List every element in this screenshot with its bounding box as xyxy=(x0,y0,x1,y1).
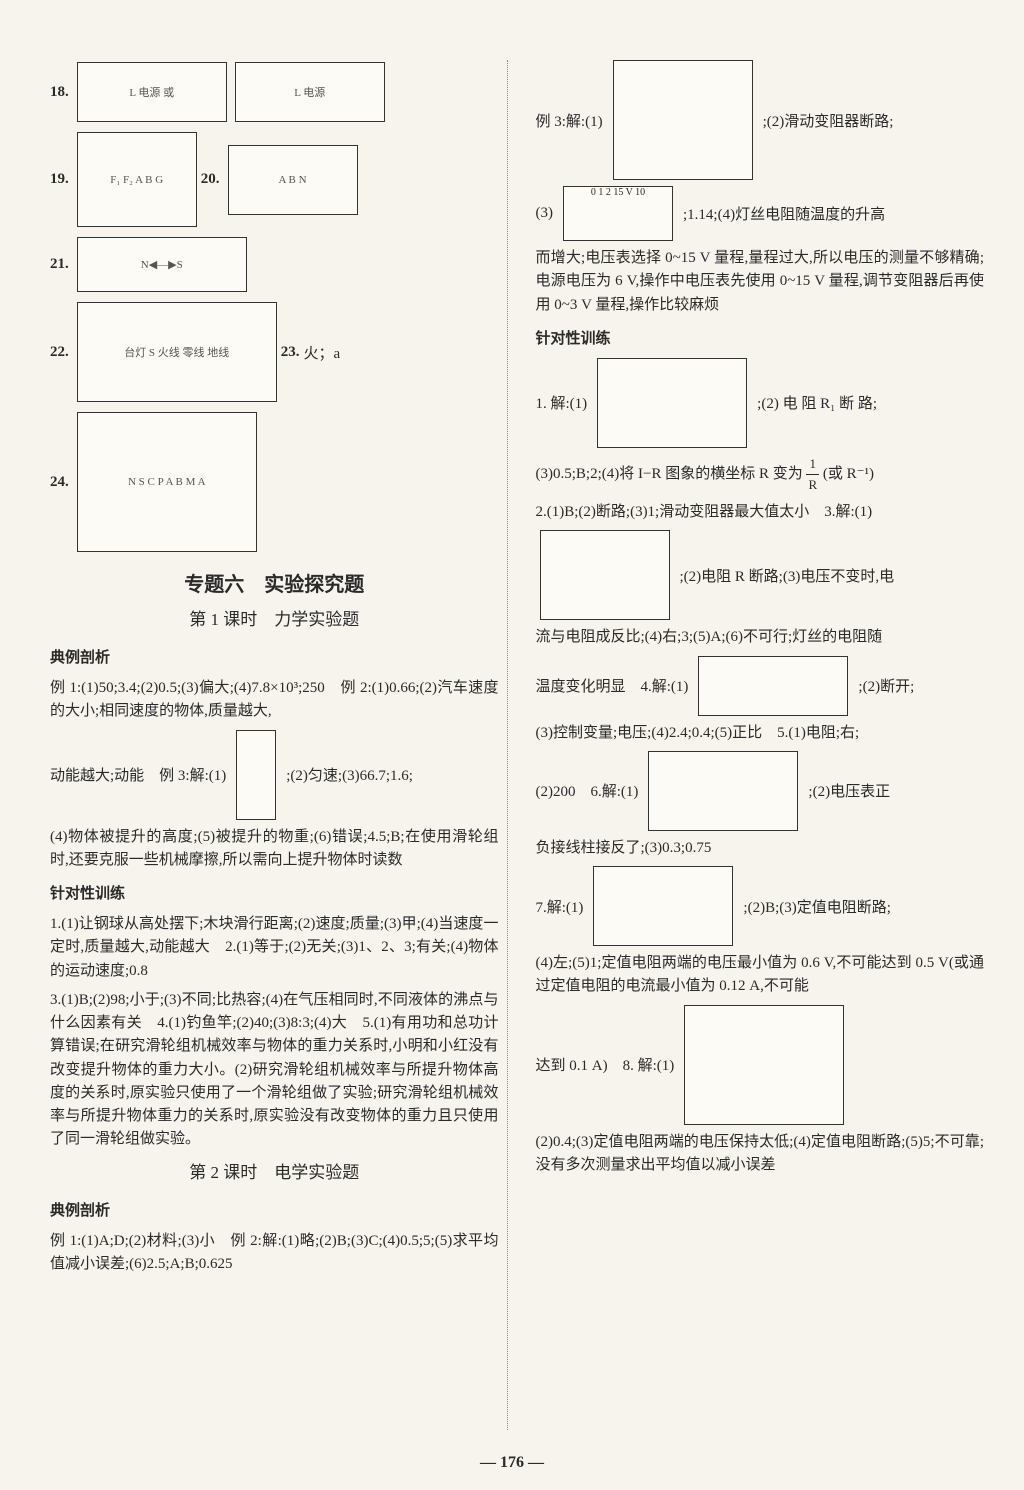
fig-20: A B N xyxy=(228,145,358,215)
fig-22-23-row: 22. 台灯 S 火线 零线 地线 23. 火；a xyxy=(50,300,499,404)
heading-zhen-2: 针对性训练 xyxy=(536,327,985,348)
right-q7-fig xyxy=(593,866,733,946)
right-ex3-post: ;(2)滑动变阻器断路; xyxy=(763,110,894,131)
heading-dianli-1: 典例剖析 xyxy=(50,646,499,667)
right-ex3b-post: ;1.14;(4)灯丝电阻随温度的升高 xyxy=(683,203,885,224)
right-column: 例 3:解:(1) ;(2)滑动变阻器断路; (3) 0 1 2 15 V 10… xyxy=(528,60,985,1430)
fig-23-text: 火；a xyxy=(304,342,341,363)
fig-21: N◀—▶S xyxy=(77,237,247,292)
right-ex3c: 而增大;电压表选择 0~15 V 量程,量程过大,所以电压的测量不够精确;电源电… xyxy=(536,247,985,317)
right-q7-pre: 7.解:(1) xyxy=(536,896,584,917)
right-q6: (2)200 6.解:(1) ;(2)电压表正 xyxy=(536,751,985,831)
fig-23-label: 23. xyxy=(281,344,300,361)
right-q3-post: ;(2)电阻 R 断路;(3)电压不变时,电 xyxy=(680,565,895,586)
right-q8: 达到 0.1 A) 8. 解:(1) xyxy=(536,1005,985,1125)
right-ex3-fig xyxy=(613,60,753,180)
lesson-1-title: 第 1 课时 力学实验题 xyxy=(50,605,499,630)
fig-24-label: 24. xyxy=(50,474,69,491)
right-q5: (3)控制变量;电压;(4)2.4;0.4;(5)正比 5.(1)电阻;右; xyxy=(536,722,985,745)
right-ex3-3: (3) 0 1 2 15 V 10 ;1.14;(4)灯丝电阻随温度的升高 xyxy=(536,186,985,241)
right-q6-fig xyxy=(648,751,798,831)
right-q3: ;(2)电阻 R 断路;(3)电压不变时,电 xyxy=(536,530,985,620)
right-q1-post: ;(2) 电 阻 R₁ 断 路; xyxy=(757,392,877,413)
right-q1: 1. 解:(1) ;(2) 电 阻 R₁ 断 路; xyxy=(536,358,985,448)
right-q7b: (4)左;(5)1;定值电阻两端的电压最小值为 0.6 V,不可能达到 0.5 … xyxy=(536,952,985,999)
fig-21-row: 21. N◀—▶S xyxy=(50,235,499,294)
left-column: 18. L 电源 或 L 电源 19. F₁ F₂ A B G 20. A B … xyxy=(50,60,508,1430)
right-q1-pre: 1. 解:(1) xyxy=(536,392,588,413)
fig-22: 台灯 S 火线 零线 地线 xyxy=(77,302,277,402)
right-q4: 温度变化明显 4.解:(1) ;(2)断开; xyxy=(536,656,985,716)
fig-19-label: 19. xyxy=(50,171,69,188)
fraction-1-over-R: 1 R xyxy=(806,454,819,495)
right-ex3-pre: 例 3:解:(1) xyxy=(536,110,603,131)
left-train-3-5: 3.(1)B;(2)98;小于;(3)不同;比热容;(4)在气压相同时,不同液体… xyxy=(50,989,499,1152)
frac-den: R xyxy=(806,475,819,495)
right-q3b: 流与电阻成反比;(4)右;3;(5)A;(6)不可行;灯丝的电阻随 xyxy=(536,626,985,649)
heading-zhen-1: 针对性训练 xyxy=(50,882,499,903)
fig-22-label: 22. xyxy=(50,344,69,361)
right-q4-pre: 温度变化明显 4.解:(1) xyxy=(536,675,689,696)
right-q4-post: ;(2)断开; xyxy=(858,675,914,696)
right-q3-fig xyxy=(540,530,670,620)
right-q8-pre: 达到 0.1 A) 8. 解:(1) xyxy=(536,1054,675,1075)
right-q4-fig xyxy=(698,656,848,716)
fig-18b: L 电源 xyxy=(235,62,385,122)
heading-dianli-2: 典例剖析 xyxy=(50,1199,499,1220)
right-q7-post: ;(2)B;(3)定值电阻断路; xyxy=(743,896,891,917)
fig-24-row: 24. N S C P A B M A xyxy=(50,410,499,554)
fig-18-label: 18. xyxy=(50,84,69,101)
right-q2: 2.(1)B;(2)断路;(3)1;滑动变阻器最大值太小 3.解:(1) xyxy=(536,501,985,524)
right-q1b-text: (3)0.5;B;2;(4)将 I−R 图象的横坐标 R 变为 xyxy=(536,466,803,482)
right-q8b: (2)0.4;(3)定值电阻两端的电压保持太低;(4)定值电阻断路;(5)5;不… xyxy=(536,1131,985,1178)
left-ex3: 动能越大;动能 例 3:解:(1) ;(2)匀速;(3)66.7;1.6; xyxy=(50,730,499,820)
fig-21-label: 21. xyxy=(50,256,69,273)
fig-18-row: 18. L 电源 或 L 电源 xyxy=(50,60,499,124)
right-q7: 7.解:(1) ;(2)B;(3)定值电阻断路; xyxy=(536,866,985,946)
left-ex3-fig xyxy=(236,730,276,820)
left-train-1-2: 1.(1)让钢球从高处摆下;木块滑行距离;(2)速度;质量;(3)甲;(4)当速… xyxy=(50,913,499,983)
frac-num: 1 xyxy=(806,454,819,475)
left-ex3-pre: 动能越大;动能 例 3:解:(1) xyxy=(50,764,226,785)
fig-19-20-row: 19. F₁ F₂ A B G 20. A B N xyxy=(50,130,499,229)
left-dianli-2: 例 1:(1)A;D;(2)材料;(3)小 例 2:解:(1)略;(2)B;(3… xyxy=(50,1230,499,1277)
fig-18a: L 电源 或 xyxy=(77,62,227,122)
right-q8-fig xyxy=(684,1005,844,1125)
right-ex3-1: 例 3:解:(1) ;(2)滑动变阻器断路; xyxy=(536,60,985,180)
fig-24: N S C P A B M A xyxy=(77,412,257,552)
page-number: 176 xyxy=(0,1454,1024,1472)
section-title-6: 专题六 实验探究题 xyxy=(50,568,499,597)
fig-20-label: 20. xyxy=(201,171,220,188)
right-q6b: 负接线柱接反了;(3)0.3;0.75 xyxy=(536,837,985,860)
left-ex3-post: ;(2)匀速;(3)66.7;1.6; xyxy=(286,764,413,785)
right-q6-pre: (2)200 6.解:(1) xyxy=(536,780,639,801)
right-q1b: (3)0.5;B;2;(4)将 I−R 图象的横坐标 R 变为 1 R (或 R… xyxy=(536,454,985,495)
left-ex1-2: 例 1:(1)50;3.4;(2)0.5;(3)偏大;(4)7.8×10³;25… xyxy=(50,677,499,724)
left-ex4: (4)物体被提升的高度;(5)被提升的物重;(6)错误;4.5;B;在使用滑轮组… xyxy=(50,826,499,873)
right-q1b-post: (或 R⁻¹) xyxy=(823,466,874,482)
right-q1-fig xyxy=(597,358,747,448)
page-columns: 18. L 电源 或 L 电源 19. F₁ F₂ A B G 20. A B … xyxy=(50,60,984,1430)
right-ex3b-fig: 0 1 2 15 V 10 xyxy=(563,186,673,241)
right-ex3b-pre: (3) xyxy=(536,205,554,222)
lesson-2-title: 第 2 课时 电学实验题 xyxy=(50,1158,499,1183)
right-q6-post: ;(2)电压表正 xyxy=(808,780,890,801)
fig-19: F₁ F₂ A B G xyxy=(77,132,197,227)
